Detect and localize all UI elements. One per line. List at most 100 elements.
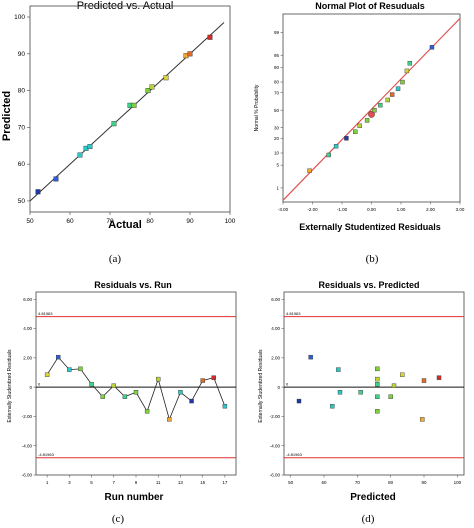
y-tick-label: 50 — [18, 198, 26, 205]
y-tick-label: -2.00 — [22, 414, 33, 419]
data-point — [296, 398, 302, 404]
data-point — [145, 88, 151, 94]
y-tick-label: 1 — [276, 186, 279, 191]
y-tick-label: 70 — [18, 124, 26, 131]
x-tick-label: 100 — [454, 480, 462, 485]
data-point — [133, 390, 139, 395]
lower-limit-label: -4.81963 — [38, 452, 55, 457]
y-tick-label: 0 — [29, 385, 32, 390]
lower-limit-label: -4.81963 — [286, 452, 303, 457]
data-point — [111, 121, 117, 127]
data-point — [404, 68, 410, 74]
x-tick-label: 1.00 — [397, 207, 406, 212]
data-point — [358, 390, 363, 395]
y-tick-label: 70 — [274, 90, 280, 95]
data-point — [178, 390, 183, 395]
data-point — [400, 372, 405, 377]
x-tick-label: 80 — [146, 218, 154, 225]
data-point — [56, 354, 61, 360]
zero-label: 0 — [38, 382, 41, 387]
x-tick-label: 100 — [225, 218, 236, 225]
x-tick-label: 13 — [178, 480, 184, 485]
y-axis-label: Predicted — [1, 91, 13, 141]
data-point — [163, 75, 169, 81]
data-point — [149, 84, 155, 90]
y-tick-label: 6.00 — [271, 297, 280, 302]
panel-predicted-vs-actual: Predicted vs. Actual 50 60 70 80 90 100506070… — [1, 0, 236, 265]
y-tick-label: 6.00 — [23, 297, 32, 302]
x-tick-label: 7 — [113, 480, 116, 485]
zero-label: 0 — [286, 382, 289, 387]
data-point — [364, 118, 370, 123]
y-tick-label: 99 — [274, 30, 280, 35]
x-tick-label: 2.00 — [426, 207, 435, 212]
x-tick-label: 5 — [90, 480, 93, 485]
y-tick-label: -6.00 — [270, 473, 281, 478]
x-tick-label: 9 — [135, 480, 138, 485]
plot-frame — [29, 5, 231, 213]
y-tick-label: 4.00 — [271, 326, 280, 331]
data-point — [78, 366, 83, 372]
data-point — [211, 375, 216, 380]
data-point — [344, 136, 349, 141]
upper-limit-label: 4.81963 — [286, 311, 301, 316]
data-point — [388, 394, 393, 399]
data-point — [144, 409, 150, 414]
x-tick-label: 70 — [355, 480, 361, 485]
y-tick-label: -4.00 — [22, 443, 33, 448]
data-point — [389, 92, 395, 97]
x-tick-label: 50 — [26, 218, 34, 225]
data-point — [378, 102, 383, 108]
panel-residuals-vs-run: Residuals vs. Run 1 3 5 7 9 11 13 15 17-6.00-4.0… — [7, 280, 237, 525]
x-tick-label: 90 — [186, 218, 194, 225]
data-point — [385, 97, 390, 103]
x-tick-label: 3 — [68, 480, 71, 485]
y-tick-label: 100 — [14, 14, 25, 21]
x-tick-label: 60 — [321, 480, 327, 485]
panel-residuals-vs-predicted: Residuals vs. Predicted 50 60 70 80 90 100 -6.… — [258, 280, 465, 525]
x-tick-label: 0.00 — [367, 207, 376, 212]
data-point — [187, 51, 193, 57]
caption-b: (b) — [366, 253, 379, 265]
data-point — [375, 376, 380, 382]
panel-normal-plot: Normal Plot of Resuduals -3.00 -2.00 -1.00… — [254, 1, 465, 265]
x-axis-label: Run number — [105, 492, 164, 503]
y-axis-label: Externally Studentized Residuals — [258, 349, 264, 423]
data-point — [395, 86, 401, 91]
x-axis-label: Externally Studentized Residuals — [299, 222, 441, 232]
x-axis-label: Predicted — [350, 492, 396, 503]
data-point — [375, 409, 380, 414]
y-tick-label: -6.00 — [22, 473, 33, 478]
caption-d: (d) — [362, 513, 375, 525]
data-point — [407, 61, 413, 66]
data-point — [89, 382, 94, 387]
y-axis-label: Externally Studentized Residuals — [7, 349, 13, 423]
data-point — [189, 398, 194, 404]
data-point — [357, 123, 362, 129]
data-point — [353, 129, 358, 134]
x-tick-label: 1 — [46, 480, 49, 485]
chart-title: Residuals vs. Predicted — [318, 280, 419, 290]
data-point — [307, 168, 312, 173]
caption-c: (c) — [112, 513, 125, 525]
upper-limit-label: 4.81963 — [38, 311, 53, 316]
data-point — [111, 383, 116, 388]
plot-frame — [35, 291, 237, 476]
data-point — [44, 372, 50, 377]
data-point — [420, 417, 425, 422]
data-point — [391, 383, 397, 388]
data-point — [375, 394, 380, 399]
data-point — [200, 378, 205, 383]
data-point — [77, 152, 83, 158]
data-point — [167, 417, 172, 422]
y-tick-label: 80 — [18, 88, 26, 95]
x-tick-label: 15 — [200, 480, 206, 485]
data-point — [333, 144, 339, 149]
y-tick-label: 60 — [18, 161, 26, 168]
x-tick-label: 17 — [222, 480, 228, 485]
y-tick-label: 5 — [276, 163, 279, 168]
x-axis-label: Actual — [108, 219, 142, 231]
data-point — [429, 45, 435, 50]
chart-title: Residuals vs. Run — [94, 280, 172, 290]
